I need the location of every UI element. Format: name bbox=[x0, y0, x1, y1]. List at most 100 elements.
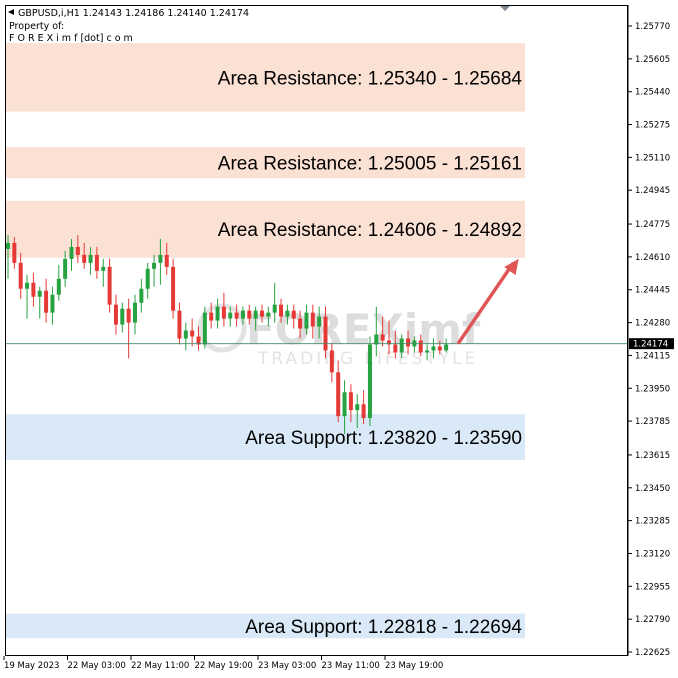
candle-body bbox=[342, 392, 347, 417]
x-tick-label: 22 May 11:00 bbox=[131, 661, 189, 671]
candle bbox=[240, 306, 245, 325]
candle-body bbox=[298, 318, 303, 329]
candle bbox=[437, 340, 442, 355]
candle bbox=[6, 234, 10, 279]
candle bbox=[291, 304, 296, 329]
candle-body bbox=[272, 304, 277, 313]
candle-body bbox=[12, 242, 17, 263]
candle bbox=[107, 258, 112, 313]
candle bbox=[342, 380, 347, 435]
candle-body bbox=[139, 288, 144, 303]
candle bbox=[120, 302, 125, 333]
candle bbox=[56, 264, 61, 301]
candle-body bbox=[266, 312, 271, 317]
candle-body bbox=[101, 266, 106, 271]
y-tick-label: 1.23785 bbox=[635, 417, 670, 427]
candle-body bbox=[25, 282, 30, 289]
y-tick-label: 1.24945 bbox=[635, 186, 670, 196]
candle-body bbox=[393, 344, 398, 353]
candle bbox=[228, 306, 233, 327]
candle bbox=[183, 322, 188, 351]
trend-arrow-head bbox=[504, 258, 519, 276]
candle bbox=[145, 262, 150, 299]
candle bbox=[177, 302, 182, 345]
support-zone bbox=[6, 613, 525, 639]
y-tick-label: 1.24445 bbox=[635, 286, 670, 296]
candle bbox=[367, 336, 372, 427]
candle bbox=[63, 250, 68, 287]
candle-body bbox=[145, 268, 150, 289]
candle-body bbox=[133, 302, 137, 323]
support-zone-label: Area Support: 1.22818 - 1.22694 bbox=[245, 617, 522, 638]
collapse-triangle-icon[interactable] bbox=[8, 9, 14, 15]
candle-body bbox=[56, 278, 61, 295]
trend-arrow-icon bbox=[457, 258, 519, 345]
y-tick-label: 1.24115 bbox=[635, 351, 670, 361]
x-tick-label: 22 May 19:00 bbox=[195, 661, 253, 671]
resistance-zone bbox=[6, 200, 525, 258]
candle bbox=[380, 316, 385, 347]
candle bbox=[310, 304, 315, 339]
candle-body bbox=[171, 266, 176, 311]
watermark-logo-icon bbox=[197, 303, 247, 353]
candle bbox=[69, 238, 74, 271]
support-zone-label: Area Support: 1.23820 - 1.23590 bbox=[245, 428, 522, 449]
candle bbox=[50, 286, 55, 325]
x-tick-label: 19 May 2023 bbox=[4, 661, 59, 671]
candle-body bbox=[107, 266, 112, 305]
resistance-zone-label: Area Resistance: 1.24606 - 1.24892 bbox=[218, 220, 522, 241]
y-tick-label: 1.22955 bbox=[635, 582, 670, 592]
candle bbox=[374, 306, 379, 357]
candle-body bbox=[221, 306, 226, 319]
resistance-zone bbox=[6, 147, 525, 179]
y-tick-label: 1.23285 bbox=[635, 517, 670, 527]
candle bbox=[94, 246, 99, 279]
x-tick-label: 23 May 03:00 bbox=[258, 661, 316, 671]
shift-marker-icon[interactable] bbox=[500, 6, 510, 11]
candle-body bbox=[31, 282, 36, 297]
candle bbox=[348, 384, 353, 423]
candle-body bbox=[418, 340, 423, 353]
candle-body bbox=[387, 340, 391, 345]
candle-body bbox=[37, 290, 42, 297]
candle bbox=[88, 246, 93, 275]
y-tick-label: 1.25440 bbox=[635, 88, 670, 98]
zones-layer bbox=[6, 43, 525, 639]
candle bbox=[272, 282, 277, 323]
current-price-tag-bg bbox=[629, 338, 674, 350]
candle bbox=[202, 306, 207, 349]
candle-body bbox=[304, 312, 309, 329]
watermark-tagline: TRADING LIFESTYLE bbox=[257, 349, 478, 369]
candle bbox=[266, 306, 271, 327]
candle-body bbox=[329, 350, 334, 373]
candle bbox=[387, 320, 391, 355]
candle-body bbox=[164, 254, 169, 267]
candle bbox=[253, 306, 258, 331]
y-tick-label: 1.24775 bbox=[635, 220, 670, 230]
candle-body bbox=[399, 338, 404, 353]
candle bbox=[329, 342, 334, 383]
candle bbox=[196, 326, 201, 351]
candle-body bbox=[113, 304, 118, 325]
candle-body bbox=[120, 308, 125, 325]
candle bbox=[361, 390, 366, 425]
current-price-value: 1.24174 bbox=[633, 340, 668, 350]
candle bbox=[209, 302, 214, 329]
candle-body bbox=[209, 312, 214, 321]
candle bbox=[139, 278, 144, 313]
candle bbox=[133, 294, 137, 335]
candles-layer bbox=[6, 234, 449, 435]
candle-body bbox=[202, 312, 207, 345]
candle-body bbox=[348, 392, 353, 411]
candle-body bbox=[228, 312, 233, 319]
y-tick-label: 1.22790 bbox=[635, 615, 670, 625]
y-tick-label: 1.24610 bbox=[635, 253, 670, 263]
candle-body bbox=[260, 310, 264, 317]
candle-body bbox=[215, 306, 220, 321]
candle-body bbox=[247, 310, 252, 319]
candle-body bbox=[6, 242, 10, 249]
y-tick-label: 1.23615 bbox=[635, 451, 670, 461]
y-tick-label: 1.25605 bbox=[635, 55, 670, 65]
resistance-zone-label: Area Resistance: 1.25340 - 1.25684 bbox=[218, 68, 523, 89]
candle-body bbox=[406, 338, 411, 347]
